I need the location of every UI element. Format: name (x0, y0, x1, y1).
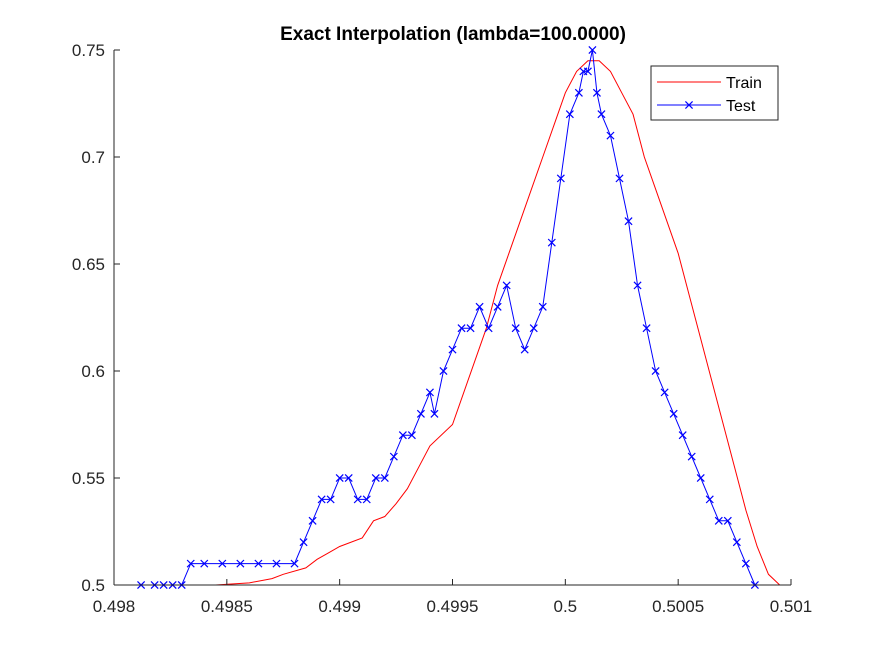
data-point-test (389, 452, 398, 461)
data-point-test (565, 110, 574, 119)
data-point-test (299, 538, 308, 547)
data-point-test (380, 473, 389, 483)
data-point-test (407, 431, 416, 440)
data-point-test (272, 559, 281, 568)
legend-marker-test (684, 100, 694, 110)
axes-layer: 0.498 0.4985 0.499 0.4995 0.5 0.5005 0.501 0.5 0… (72, 41, 812, 616)
data-point-test (660, 388, 669, 397)
data-point-test (511, 324, 520, 333)
legend-label-test: Test (726, 98, 756, 115)
x-tick-label: 0.5005 (652, 597, 704, 616)
data-point-test (236, 559, 245, 568)
data-point-test (714, 516, 723, 525)
data-point-test (732, 538, 741, 547)
data-point-test (430, 409, 439, 418)
x-tick-label: 0.498 (93, 597, 136, 616)
data-point-test (633, 281, 642, 290)
data-point-test (308, 516, 317, 525)
data-point-test (353, 495, 362, 504)
x-tick-label: 0.4985 (201, 597, 253, 616)
data-point-test (254, 559, 263, 568)
y-tick-label: 0.75 (72, 41, 105, 60)
data-point-test (741, 559, 750, 568)
x-tick-label: 0.499 (318, 597, 361, 616)
data-point-test (574, 88, 583, 97)
legend-label-train: Train (726, 75, 762, 92)
data-point-test (200, 559, 209, 568)
data-point-test (687, 452, 696, 461)
data-point-test (696, 473, 705, 483)
data-point-test (651, 366, 660, 376)
data-point-test (457, 324, 466, 333)
y-tick-label: 0.5 (81, 576, 105, 595)
y-tick-label: 0.65 (72, 255, 105, 274)
data-point-test (439, 366, 448, 376)
data-point-test (606, 131, 615, 140)
data-point-test (723, 516, 732, 525)
data-point-test (529, 324, 538, 333)
data-point-test (290, 559, 299, 568)
data-point-test (326, 495, 335, 504)
data-point-test (705, 495, 714, 504)
data-point-test (416, 409, 425, 418)
data-point-test (317, 495, 326, 504)
data-point-test (597, 110, 606, 119)
data-point-test (448, 345, 457, 354)
data-point-test (484, 324, 493, 333)
data-point-test (642, 324, 651, 333)
data-point-test (520, 345, 529, 354)
data-point-test (669, 409, 678, 418)
data-point-test (624, 217, 633, 226)
data-point-test (398, 431, 407, 440)
data-point-test (493, 302, 502, 311)
series-line-test (141, 49, 756, 586)
y-tick-label: 0.6 (81, 362, 105, 381)
data-point-test (186, 559, 195, 568)
y-tick-label: 0.7 (81, 148, 105, 167)
data-point-test (344, 473, 353, 483)
x-tick-label: 0.5 (554, 597, 578, 616)
data-point-test (588, 46, 597, 55)
data-point-test (335, 473, 344, 483)
data-point-test (592, 88, 601, 97)
x-tick-label: 0.4995 (427, 597, 479, 616)
data-point-test (362, 495, 371, 504)
data-point-test (475, 302, 484, 311)
data-point-test (547, 238, 556, 247)
data-point-test (583, 67, 592, 76)
data-point-test (538, 302, 547, 311)
chart-title: Exact Interpolation (lambda=100.0000) (280, 24, 626, 45)
legend: Train Test (650, 65, 779, 121)
data-point-test (502, 281, 511, 290)
x-tick-label: 0.501 (770, 597, 813, 616)
series-line-train (215, 60, 781, 586)
data-point-test (218, 559, 227, 568)
data-point-test (678, 431, 687, 440)
data-point-test (466, 324, 475, 333)
y-tick-label: 0.55 (72, 469, 105, 488)
data-point-test (556, 174, 565, 183)
data-point-test (615, 174, 624, 183)
legend-box (650, 65, 779, 121)
data-point-test (425, 388, 434, 397)
data-point-test (371, 473, 380, 483)
